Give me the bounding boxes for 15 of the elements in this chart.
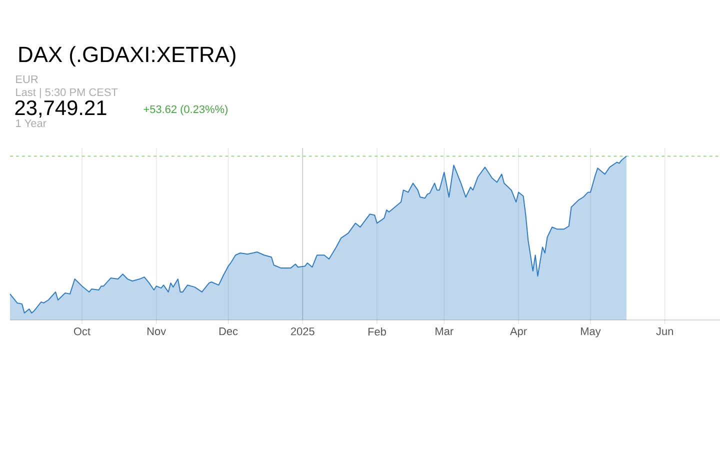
x-tick-label: Jun xyxy=(656,328,673,336)
x-tick-label: Nov xyxy=(147,328,166,336)
x-tick-label: Mar xyxy=(436,328,454,336)
text: Last | 5:30 PM CEST xyxy=(16,88,118,98)
x-tick-label: May xyxy=(581,328,601,338)
text: 23,749.21 xyxy=(15,100,106,118)
x-tick-label: Feb xyxy=(368,328,386,336)
x-tick-label: Dec xyxy=(219,328,238,336)
text: EUR xyxy=(16,75,38,84)
x-tick-label: Apr xyxy=(510,328,527,338)
x-tick-label: Oct xyxy=(74,328,90,336)
text: 1 Year xyxy=(16,119,46,128)
text: +53.62 (0.23%%) xyxy=(144,105,228,116)
chart-title: DAX (.GDAXI:XETRA) xyxy=(19,46,236,67)
x-tick-label: 2025 xyxy=(291,328,314,336)
